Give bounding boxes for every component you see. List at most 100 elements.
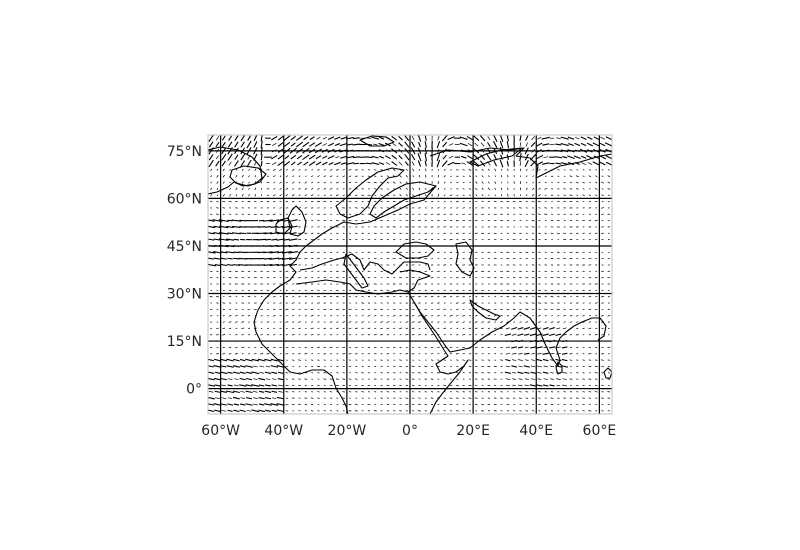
wind-vector [474,403,478,406]
wind-vector [365,162,373,165]
wind-vector [607,213,611,215]
wind-vector [524,160,529,168]
wind-vector [308,161,316,167]
wind-vector [215,135,220,141]
wind-vector [430,397,434,399]
wind-vector [277,378,284,381]
wind-vector [411,154,416,161]
wind-vector [330,194,333,196]
wind-vector [586,142,594,147]
wind-vector [235,174,238,178]
wind-vector [437,187,440,191]
wind-vector [505,353,510,355]
wind-vector [290,135,296,141]
wind-vector [317,181,320,184]
wind-vector [228,200,232,203]
wind-vector [304,194,308,197]
wind-vector [537,296,541,298]
wind-vector [235,187,238,191]
wind-vector [456,321,459,323]
wind-vector [225,390,235,394]
wind-vector [271,238,278,241]
wind-vector [488,194,490,197]
wind-vector [276,263,285,267]
wind-vector [323,378,327,380]
wind-vector [317,168,320,171]
wind-vector [411,135,415,141]
wind-vector [601,314,604,317]
wind-vector [500,194,503,197]
wind-vector [317,334,320,336]
wind-vector [386,181,390,184]
wind-vector [272,346,276,349]
wind-vector [258,384,265,387]
wind-vector [494,168,497,172]
wind-vector [569,188,573,190]
wind-vector [455,410,459,412]
wind-vector [311,321,314,323]
wind-vector [240,160,246,167]
wind-vector [530,371,536,374]
wind-vector [447,136,455,141]
wind-vector [315,161,322,166]
wind-vector [576,327,579,330]
wind-vector [305,175,307,177]
wind-vector [481,410,485,412]
wind-vector [248,194,250,197]
wind-vector [220,257,227,260]
wind-vector [576,321,579,323]
wind-vector [531,353,535,355]
wind-vector [519,321,522,323]
wind-vector [500,346,503,349]
wind-vector [487,359,491,361]
wind-vector [210,181,212,184]
wind-vector [418,187,421,191]
wind-vector [437,321,440,323]
wind-vector [398,161,403,166]
wind-vector [213,225,222,229]
wind-vector [530,346,537,349]
wind-vector [519,296,522,298]
wind-vector [380,188,383,190]
wind-vector [544,188,548,190]
wind-vector [437,168,439,171]
wind-vector [506,200,510,203]
wind-vector [392,181,396,184]
wind-vector [456,296,459,298]
wind-vector [542,327,549,330]
wind-vector [517,371,524,374]
wind-vector [462,207,466,209]
wind-vector [424,334,427,336]
wind-vector [462,181,465,184]
wind-vector [298,321,301,323]
wind-vector [468,397,472,399]
wind-vector [405,365,409,368]
wind-vector [277,135,284,141]
wind-vector [311,187,314,190]
wind-vector [386,315,389,317]
longitude-tick-label: 20°E [456,423,490,439]
wind-vector [304,334,308,336]
wind-vector [222,315,225,317]
wind-vector [285,410,289,412]
wind-vector [487,365,491,368]
wind-vector [266,334,270,336]
wind-vector [354,410,358,412]
wind-vector [298,378,302,380]
wind-vector [500,321,503,323]
wind-vector [298,315,301,317]
wind-vector [329,391,333,393]
wind-vector [342,194,345,196]
wind-vector [271,154,278,160]
wind-vector [607,175,611,178]
wind-vector [601,359,604,361]
wind-vector [601,188,604,190]
wind-vector [260,154,263,161]
wind-vector [291,308,295,311]
wind-vector [472,160,480,167]
wind-vector [238,251,247,254]
wind-vector [220,390,227,393]
wind-vector [208,365,214,368]
wind-vector [569,378,573,380]
wind-vector [431,315,434,317]
